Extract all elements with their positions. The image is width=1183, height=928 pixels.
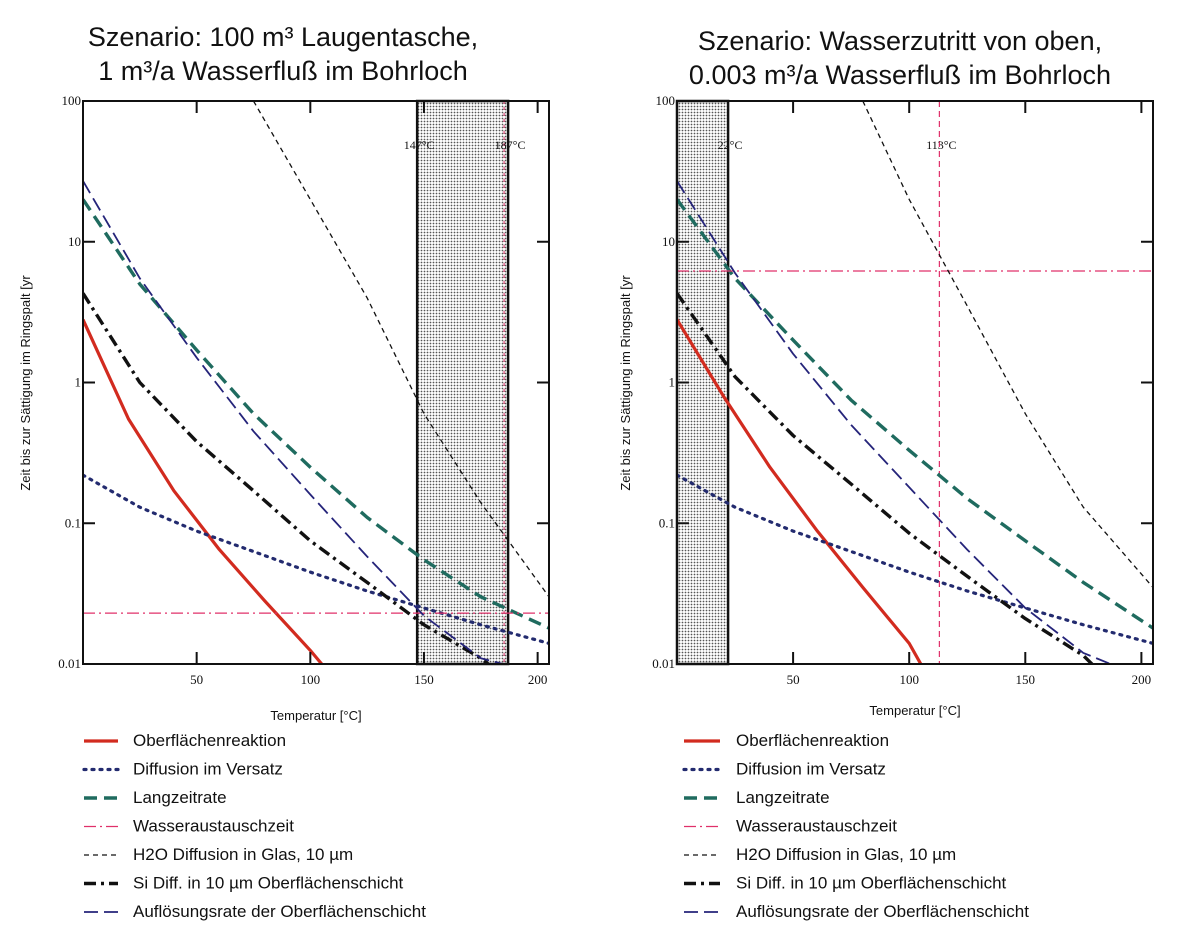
- y-tick-label: 10: [68, 234, 81, 249]
- chart-panel-1: Szenario: 100 m³ Laugentasche, 1 m³/a Was…: [18, 22, 550, 921]
- legend-label: Oberflächenreaktion: [736, 731, 889, 750]
- chart-title-line: 0.003 m³/a Wasserfluß im Bohrloch: [689, 60, 1111, 90]
- legend: Oberflächenreaktion Diffusion im Versatz L…: [82, 731, 426, 921]
- y-tick-label: 1: [75, 375, 82, 390]
- x-tick-label: 100: [899, 672, 919, 687]
- series-group: [677, 101, 1153, 664]
- series-line-h2o-diffusion-in-glas-10-m: [252, 101, 549, 598]
- y-tick-label: 100: [656, 93, 676, 108]
- legend-label: Si Diff. in 10 µm Oberflächenschicht: [133, 874, 404, 893]
- y-tick-label: 10: [662, 234, 675, 249]
- series-line-oberfl-chenreaktion: [83, 318, 323, 664]
- chart-title-line: 1 m³/a Wasserfluß im Bohrloch: [98, 56, 468, 86]
- legend-label: Langzeitrate: [736, 788, 830, 807]
- x-axis-label: Temperatur [°C]: [270, 708, 361, 723]
- x-axis-label: Temperatur [°C]: [869, 703, 960, 718]
- legend-label: Diffusion im Versatz: [736, 760, 886, 779]
- legend: Oberflächenreaktion Diffusion im Versatz L…: [682, 731, 1029, 921]
- legend-label: Oberflächenreaktion: [133, 731, 286, 750]
- x-tick-label: 50: [190, 672, 203, 687]
- chart-title-line: Szenario: 100 m³ Laugentasche,: [88, 22, 478, 52]
- legend-label: Diffusion im Versatz: [133, 760, 283, 779]
- legend-label: Wasseraustauschzeit: [736, 817, 897, 836]
- series-line-langzeitrate: [677, 198, 1153, 630]
- y-tick-label: 100: [62, 93, 82, 108]
- y-tick-label: 0.01: [652, 656, 675, 671]
- x-tick-label: 50: [787, 672, 800, 687]
- chart-title-line: Szenario: Wasserzutritt von oben,: [698, 26, 1102, 56]
- temperature-annotation: 147°C: [404, 138, 435, 152]
- x-tick-label: 150: [414, 672, 434, 687]
- series-line-aufl-sungsrate-der-oberfl-chenschicht: [677, 180, 1113, 664]
- series-line-aufl-sungsrate-der-oberfl-chenschicht: [83, 180, 507, 664]
- series-line-si-diff-in-10-m-oberfl-chenschicht: [677, 292, 1095, 664]
- legend-label: H2O Diffusion in Glas, 10 µm: [133, 845, 353, 864]
- series-line-h2o-diffusion-in-glas-10-m: [862, 101, 1153, 588]
- temperature-annotation: 187°C: [495, 138, 526, 152]
- y-axis-label: Zeit bis zur Sättigung im Ringspalt [yr: [18, 275, 33, 491]
- series-line-diffusion-im-versatz: [83, 473, 549, 645]
- y-tick-label: 1: [669, 375, 676, 390]
- plot-frame: [676, 100, 1154, 665]
- x-tick-label: 100: [301, 672, 321, 687]
- y-tick-label: 0.1: [65, 515, 81, 530]
- series-group: [83, 101, 549, 664]
- x-tick-label: 200: [1132, 672, 1152, 687]
- y-tick-label: 0.01: [58, 656, 81, 671]
- y-axis-label: Zeit bis zur Sättigung im Ringspalt [yr: [618, 275, 633, 491]
- series-line-oberfl-chenreaktion: [677, 318, 923, 664]
- y-tick-label: 0.1: [659, 515, 675, 530]
- legend-label: Langzeitrate: [133, 788, 227, 807]
- legend-label: Auflösungsrate der Oberflächenschicht: [133, 902, 426, 921]
- legend-label: Si Diff. in 10 µm Oberflächenschicht: [736, 874, 1007, 893]
- series-line-si-diff-in-10-m-oberfl-chenschicht: [83, 292, 491, 664]
- chart-panel-2: Szenario: Wasserzutritt von oben, 0.003 m…: [618, 26, 1154, 921]
- x-tick-label: 150: [1016, 672, 1036, 687]
- temperature-annotation: 113°C: [926, 138, 956, 152]
- shaded-band: [415, 99, 510, 666]
- temperature-annotation: 22°C: [718, 138, 743, 152]
- legend-label: Auflösungsrate der Oberflächenschicht: [736, 902, 1029, 921]
- legend-label: H2O Diffusion in Glas, 10 µm: [736, 845, 956, 864]
- series-line-diffusion-im-versatz: [677, 473, 1153, 645]
- x-tick-label: 200: [528, 672, 548, 687]
- legend-label: Wasseraustauschzeit: [133, 817, 294, 836]
